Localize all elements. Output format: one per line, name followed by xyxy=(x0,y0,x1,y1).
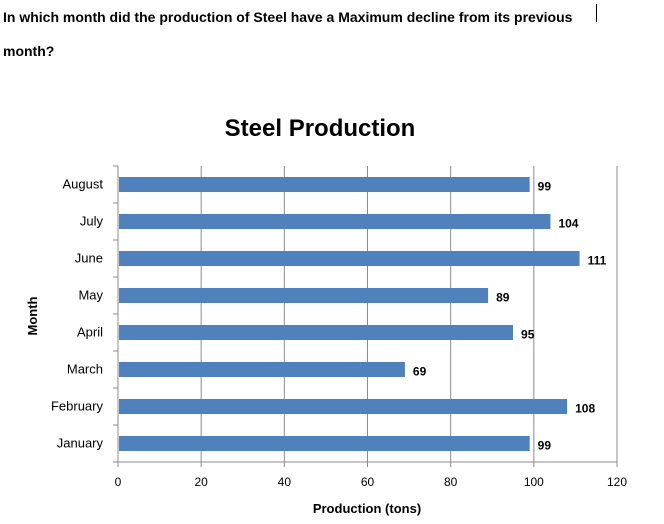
y-tick-label: June xyxy=(75,251,103,266)
data-label-may: 89 xyxy=(496,291,510,305)
data-label-august: 99 xyxy=(538,180,552,194)
x-tick-label: 80 xyxy=(444,475,458,489)
bar-february xyxy=(119,399,568,414)
data-label-february: 108 xyxy=(575,402,595,416)
gridlines xyxy=(200,166,618,462)
question-line-2: month? xyxy=(3,43,55,59)
y-tick-label: May xyxy=(78,288,103,303)
y-tick-label: February xyxy=(51,399,104,414)
y-tick-label: July xyxy=(80,214,104,229)
data-label-march: 69 xyxy=(413,365,427,379)
bar-july xyxy=(119,214,551,229)
y-tick-label: January xyxy=(57,436,104,451)
labels: 0 20 40 60 80 100 120 January 99 February 108 March… xyxy=(51,177,627,490)
bar-march xyxy=(119,362,405,377)
x-axis-label: Production (tons) xyxy=(313,501,421,516)
bar-april xyxy=(119,325,514,340)
y-tick-label: April xyxy=(77,325,103,340)
bar-may xyxy=(119,288,489,303)
question-text: In which month did the production of Ste… xyxy=(3,0,663,68)
chart-title: Steel Production xyxy=(225,115,416,142)
x-tick-label: 100 xyxy=(524,475,544,489)
x-tick-label: 60 xyxy=(361,475,375,489)
data-label-june: 111 xyxy=(588,254,607,268)
y-tick-label: August xyxy=(63,177,104,192)
x-tick-label: 0 xyxy=(115,475,122,489)
y-axis-label: Month xyxy=(25,296,40,335)
x-tick-label: 20 xyxy=(194,475,208,489)
y-tick-label: March xyxy=(67,362,103,377)
text-cursor xyxy=(596,4,597,22)
bars xyxy=(119,177,580,451)
steel-production-chart: Steel Production 0 20 40 60 80 100 120 January 9… xyxy=(25,115,627,516)
x-tick-label: 40 xyxy=(278,475,292,489)
axes xyxy=(113,165,618,467)
bar-january xyxy=(119,436,530,451)
data-label-april: 95 xyxy=(521,328,535,342)
data-label-july: 104 xyxy=(558,217,578,231)
x-tick-label: 120 xyxy=(607,475,627,489)
question-line-1: In which month did the production of Ste… xyxy=(3,9,573,25)
bar-june xyxy=(119,251,580,266)
bar-august xyxy=(119,177,530,192)
data-label-january: 99 xyxy=(538,439,552,453)
